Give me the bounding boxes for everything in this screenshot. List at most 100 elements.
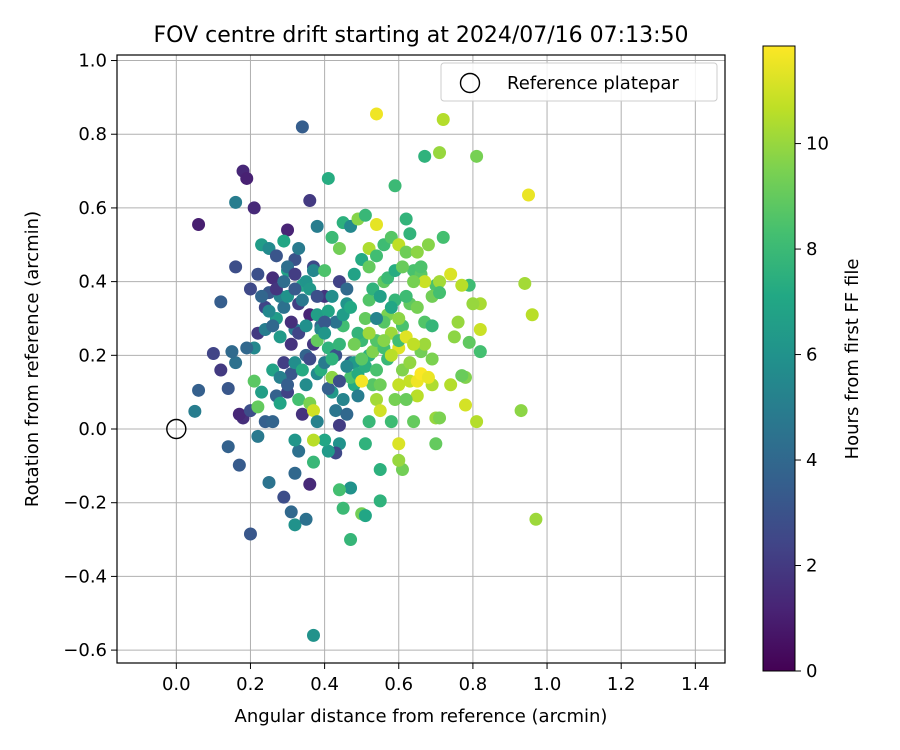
data-point [188,404,202,418]
data-point [433,146,447,160]
data-point [344,533,358,547]
data-point [384,300,398,314]
data-point [299,319,313,333]
data-point [518,276,532,290]
data-point [277,300,291,314]
data-point [288,282,302,296]
data-point [229,195,243,209]
data-point [321,171,335,185]
data-point [318,326,332,340]
colorbar-tick-label: 2 [806,556,817,577]
x-tick-label: 0.8 [459,674,488,695]
data-point [288,466,302,480]
data-point [221,440,235,454]
data-point [340,282,354,296]
data-point [455,369,469,383]
data-point [470,149,484,163]
data-point [358,208,372,222]
data-point [399,289,413,303]
data-point [318,433,332,447]
legend: Reference platepar [440,62,718,102]
data-point [407,275,421,289]
data-point [473,345,487,359]
data-point [373,289,387,303]
data-point [410,389,424,403]
data-point [433,411,447,425]
data-point [329,404,343,418]
data-point [418,149,432,163]
data-point [292,241,306,255]
data-point [251,400,265,414]
data-point [392,378,406,392]
data-point [407,337,421,351]
data-point [284,367,298,381]
data-point [332,374,346,388]
data-point [295,407,309,421]
data-point [370,311,384,325]
x-tick-label: 1.0 [533,674,562,695]
data-point [299,378,313,392]
y-tick-label: 1.0 [78,51,107,72]
y-tick-label: 0.6 [78,198,107,219]
data-point [392,437,406,451]
data-point [192,218,206,232]
data-point [421,370,435,384]
data-point [395,260,409,274]
data-point [522,188,536,202]
data-point [306,404,320,418]
y-tick-label: 0.8 [78,124,107,145]
data-point [355,352,369,366]
data-point [373,378,387,392]
data-point [370,249,384,263]
y-tick-label: 0.0 [78,419,107,440]
data-point [321,444,335,458]
data-point [232,458,246,472]
data-point [462,335,476,349]
data-point [277,275,291,289]
data-point [358,437,372,451]
data-point [392,453,406,467]
data-point [384,415,398,429]
data-point [403,227,417,241]
data-point [240,171,254,185]
colorbar-tick-label: 10 [806,134,829,155]
data-point [325,230,339,244]
data-point [229,260,243,274]
data-point [336,393,350,407]
data-point [344,481,358,495]
data-points [188,107,543,642]
data-point [214,363,228,377]
data-point [232,407,246,421]
y-axis-label: Rotation from reference (arcmin) [22,211,43,507]
data-point [370,218,384,232]
data-point [310,289,324,303]
data-point [318,315,332,329]
data-point [332,418,346,432]
data-point [433,286,447,300]
reference-marker [166,418,187,440]
data-point [514,404,528,418]
data-point [425,352,439,366]
data-point [347,267,361,281]
data-point [262,304,276,318]
data-point [455,278,469,292]
data-point [306,433,320,447]
data-point [251,267,265,281]
data-point [373,404,387,418]
data-point [273,396,287,410]
data-point [310,219,324,233]
data-point [284,505,298,519]
data-point [362,293,376,307]
data-point [351,389,365,403]
data-point [410,300,424,314]
data-point [358,311,372,325]
data-point [355,374,369,388]
data-point [277,234,291,248]
grid-lines [117,55,725,663]
y-tick-label: −0.2 [63,493,107,514]
data-point [251,429,265,443]
data-point [418,275,432,289]
data-point [436,112,450,126]
data-point [362,260,376,274]
